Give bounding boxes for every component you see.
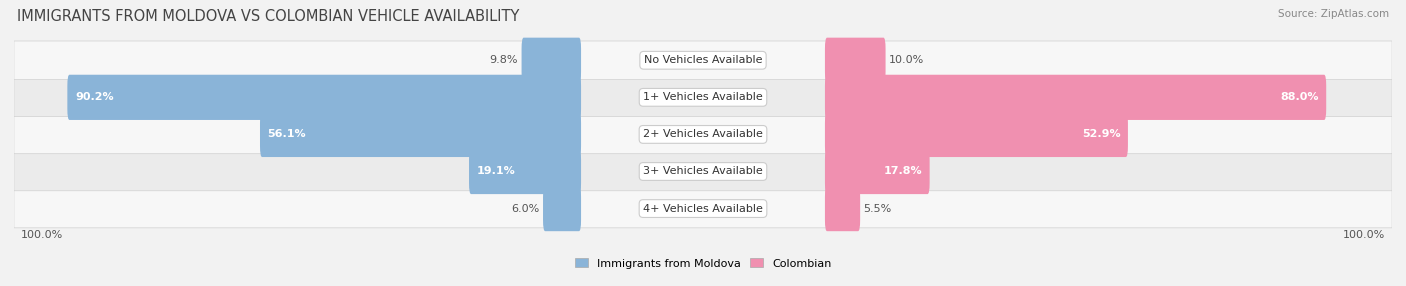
FancyBboxPatch shape [14,152,1392,191]
Text: 56.1%: 56.1% [267,130,307,139]
Text: 6.0%: 6.0% [512,204,540,214]
FancyBboxPatch shape [825,38,886,83]
Text: 90.2%: 90.2% [75,92,114,102]
Text: No Vehicles Available: No Vehicles Available [644,55,762,65]
FancyBboxPatch shape [543,186,581,231]
Text: 1+ Vehicles Available: 1+ Vehicles Available [643,92,763,102]
FancyBboxPatch shape [14,78,1392,117]
Text: 100.0%: 100.0% [1343,230,1385,240]
Text: 5.5%: 5.5% [863,204,891,214]
Text: 3+ Vehicles Available: 3+ Vehicles Available [643,166,763,176]
FancyBboxPatch shape [825,75,1326,120]
Text: 4+ Vehicles Available: 4+ Vehicles Available [643,204,763,214]
FancyBboxPatch shape [67,75,581,120]
Text: 2+ Vehicles Available: 2+ Vehicles Available [643,130,763,139]
Text: 10.0%: 10.0% [889,55,924,65]
FancyBboxPatch shape [14,189,1392,228]
FancyBboxPatch shape [470,149,581,194]
Text: 100.0%: 100.0% [21,230,63,240]
FancyBboxPatch shape [825,186,860,231]
Text: IMMIGRANTS FROM MOLDOVA VS COLOMBIAN VEHICLE AVAILABILITY: IMMIGRANTS FROM MOLDOVA VS COLOMBIAN VEH… [17,9,519,23]
Text: Source: ZipAtlas.com: Source: ZipAtlas.com [1278,9,1389,19]
Text: 19.1%: 19.1% [477,166,516,176]
Text: 88.0%: 88.0% [1279,92,1319,102]
FancyBboxPatch shape [14,41,1392,80]
FancyBboxPatch shape [14,115,1392,154]
Legend: Immigrants from Moldova, Colombian: Immigrants from Moldova, Colombian [571,254,835,273]
FancyBboxPatch shape [260,112,581,157]
FancyBboxPatch shape [522,38,581,83]
FancyBboxPatch shape [825,112,1128,157]
Text: 52.9%: 52.9% [1081,130,1121,139]
Text: 9.8%: 9.8% [489,55,519,65]
FancyBboxPatch shape [825,149,929,194]
Text: 17.8%: 17.8% [883,166,922,176]
